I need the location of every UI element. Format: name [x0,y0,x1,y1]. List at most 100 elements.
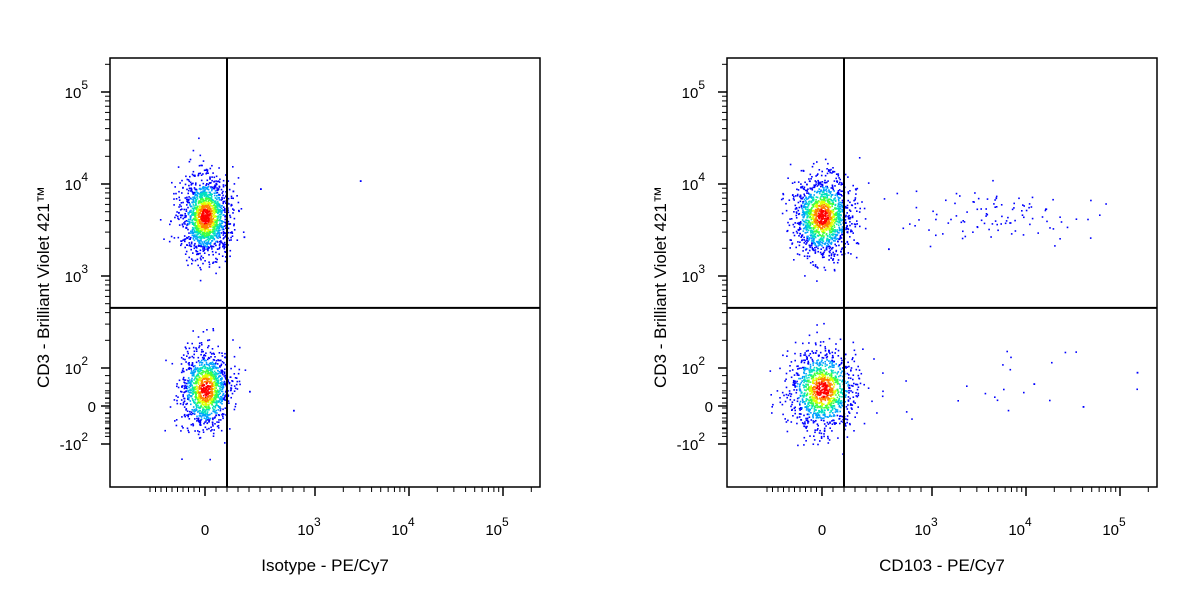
event-point-CD3+ [815,175,817,177]
event-point-CD3+ [218,204,221,207]
event-point-CD3+ [225,224,227,227]
event-point-CD3- [834,423,836,425]
event-point-CD3+ [183,222,185,224]
event-point-CD3+ [789,239,792,241]
event-point-CD3+ [179,182,181,184]
event-point-CD3+ [834,222,836,224]
event-point-CD3- [191,387,194,390]
event-point-CD3+ [185,259,188,262]
event-point-CD3- [795,372,798,374]
event-point-CD3+ [828,222,831,225]
event-point-CD3+ [211,188,213,190]
event-point-CD3+ [204,242,207,245]
event-point-CD3+ [841,228,843,230]
event-point-CD3- [828,381,830,384]
event-point-CD3+ [808,213,811,216]
event-point-CD3- [815,372,818,374]
event-point-CD3+ [187,199,190,202]
event-point-CD3+ [189,175,191,178]
event-point-CD3+ [819,237,822,240]
event-point-CD3- [845,382,848,384]
event-point-CD3- [825,384,828,387]
event-point-CD3+ [224,221,226,224]
event-point-CD3+ [194,188,196,191]
event-point-CD3- [184,379,187,381]
event-point-CD3- [192,390,195,393]
event-point-CD3+ [812,218,814,220]
event-point-CD3- [805,409,808,411]
event-point-CD3+ [195,217,198,219]
event-point-CD3+ [807,235,809,238]
event-point-CD3+ [215,207,217,209]
event-point-CD3+ [823,187,825,189]
event-point-CD3+ [208,207,210,209]
event-point-CD3+ [200,220,203,222]
event-point-CD3+ [212,262,214,264]
event-point-CD3+ [203,230,206,232]
event-point-CD3+ [817,234,819,237]
event-point-CD3+ [179,209,182,211]
event-point-CD3+ [217,204,220,207]
event-point-CD3+ [795,230,798,233]
event-point-CD3- [858,369,861,371]
event-point-CD3- [210,387,213,390]
event-point-CD3+ [847,252,850,254]
event-point-CD3- [804,423,806,425]
event-point-CD3- [796,372,799,375]
event-point-CD3- [856,383,859,386]
event-point-CD3+ [204,232,207,235]
event-point-CD3- [205,415,208,418]
event-point-CD3+ [847,192,850,195]
event-point-CD3+ [807,210,810,213]
event-point-CD3- [816,415,819,417]
event-point-CD3+ [225,174,227,176]
event-point-CD3- [824,347,827,350]
event-point-CD3+ [214,219,217,221]
event-point-CD3- [808,369,810,371]
event-point-CD3+ [811,239,814,242]
event-point-CD3- [215,362,217,364]
event-point-CD3+ [818,225,820,228]
event-point-CD3+ [833,198,835,200]
event-point-CD3+ [207,232,210,235]
event-point-CD3+ [215,209,218,211]
event-point-CD3+ [838,183,840,185]
event-point-CD3- [855,368,858,371]
event-point-CD3+ [187,223,190,226]
event-point-CD3+ [822,246,825,249]
event-point-CD3+ [238,209,240,212]
event-point-CD3+ [814,246,816,249]
event-point-CD3- [215,414,217,416]
event-point-CD3+ [818,231,820,233]
event-point-CD3+ [840,223,842,226]
event-point-CD3+ [803,198,806,201]
event-point-CD3+ [215,220,218,222]
event-point-CD3- [176,385,178,388]
x-tick-label: 105 [485,515,509,539]
event-point-CD3+ [209,212,211,215]
event-point-CD3+ [815,203,818,206]
event-point-CD3+ [836,208,839,210]
event-point-CD3+ [223,209,226,212]
event-point-CD3+ [812,235,814,237]
event-point-CD3+ [811,200,813,202]
event-point-CD3+ [830,254,833,257]
event-point-CD3+ [830,257,832,259]
event-point-CD3+ [854,203,856,205]
event-point-CD3+ [813,249,815,252]
event-point-CD3+ [203,218,206,220]
event-point-CD3- [812,414,814,416]
event-point-CD3- [196,402,198,405]
event-point-CD3+ [825,186,827,188]
event-point-CD3- [211,382,213,384]
event-point-CD3+ [214,201,216,204]
event-point-CD3- [180,363,183,365]
event-point-CD3+ [826,199,828,201]
event-point-CD3- [221,377,223,380]
event-point-CD3- [201,373,203,376]
event-point-CD3+ [831,230,834,233]
event-point-CD3+ [823,202,826,204]
event-point-CD3+ [788,224,791,227]
event-point-CD3+ [195,182,197,184]
event-point-CD3+ [210,210,213,213]
